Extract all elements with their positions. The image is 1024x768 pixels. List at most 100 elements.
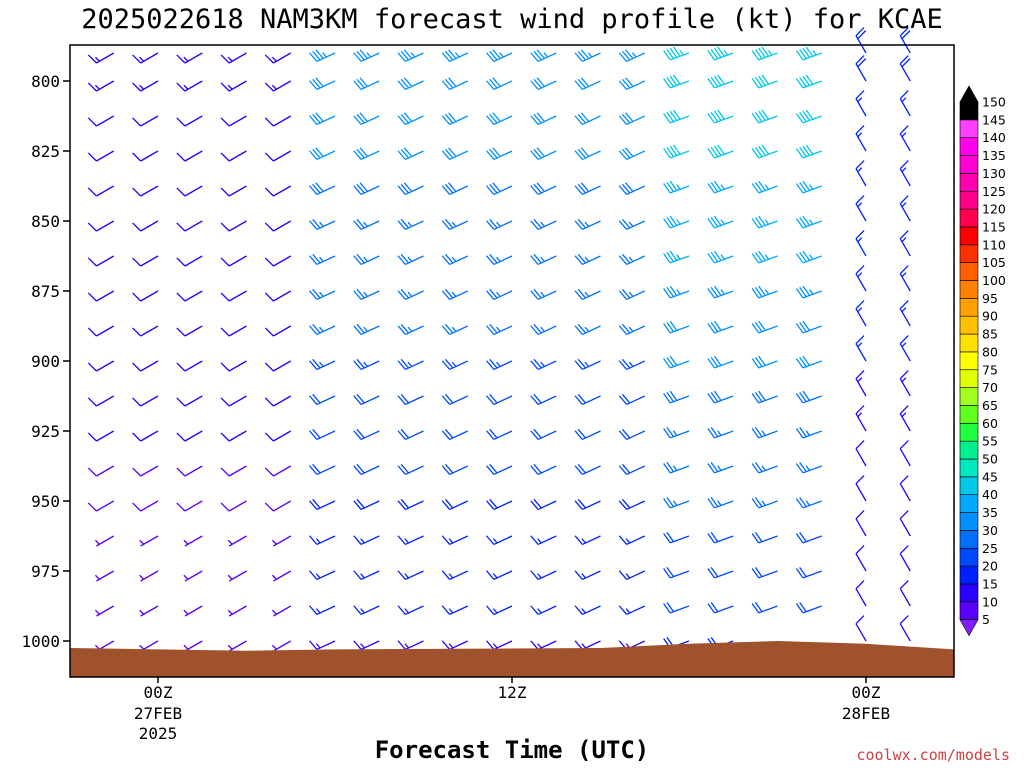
barb-shaft [228, 325, 247, 337]
barb-flag [441, 290, 451, 300]
barb-flag [717, 109, 725, 120]
wind-barb [707, 320, 734, 334]
wind-barb [751, 601, 778, 614]
barb-flag [264, 432, 274, 442]
barb-half-flag [676, 219, 681, 225]
barb-half-flag [540, 291, 545, 297]
wind-barb [87, 395, 115, 407]
barb-flag [444, 148, 454, 159]
wind-barb [574, 570, 601, 581]
wind-barb [899, 195, 911, 222]
color-scale-label: 105 [982, 255, 1006, 270]
barb-flag [87, 222, 97, 232]
color-scale-label: 65 [982, 398, 998, 413]
barb-half-flag [139, 574, 145, 580]
wind-barb [353, 535, 380, 546]
barb-flag [855, 615, 865, 625]
color-swatch [959, 422, 979, 442]
barb-flag [710, 146, 719, 158]
barb-flag [799, 111, 807, 123]
barb-flag [132, 292, 142, 302]
barb-shaft [273, 255, 292, 267]
wind-barb [397, 288, 424, 301]
barb-half-flag [537, 573, 542, 579]
barb-half-flag [717, 430, 722, 436]
barb-flag [663, 218, 671, 229]
wind-barb [353, 463, 380, 476]
wind-barb [899, 300, 911, 327]
wind-barb [94, 570, 115, 582]
barb-flag [353, 535, 362, 545]
wind-barb [486, 358, 513, 371]
barb-half-flag [319, 291, 324, 297]
barb-flag [574, 465, 583, 475]
wind-barb [309, 77, 336, 91]
color-scale-label: 115 [982, 219, 1006, 234]
barb-flag [663, 113, 671, 124]
wind-barb [132, 395, 159, 407]
barb-flag [356, 148, 365, 159]
wind-barb [176, 500, 203, 512]
barb-flag [400, 253, 410, 264]
barb-flag [899, 55, 909, 65]
barb-half-flag [94, 574, 100, 580]
wind-barb [397, 182, 424, 196]
barb-flag [899, 335, 909, 345]
barb-flag [220, 222, 230, 232]
wind-barb [441, 605, 469, 616]
barb-flag [264, 362, 274, 372]
barb-flag [264, 467, 274, 477]
barb-flag [309, 290, 318, 300]
barb-flag [444, 50, 454, 61]
barb-flag [625, 112, 634, 122]
barb-half-flag [676, 184, 681, 190]
barb-flag [533, 463, 542, 474]
wind-barb [220, 185, 247, 197]
barb-flag [486, 570, 495, 580]
barb-half-flag [315, 608, 321, 614]
y-tick-label: 875 [31, 282, 60, 301]
barb-flag [533, 358, 542, 369]
wind-barb [353, 218, 380, 231]
wind-barb [530, 428, 557, 441]
barb-flag [489, 323, 498, 334]
wind-barb [899, 580, 911, 607]
wind-barb [855, 300, 867, 327]
barb-shaft [140, 115, 159, 127]
barb-flag [315, 182, 324, 192]
barb-half-flag [587, 52, 593, 58]
barb-flag [87, 467, 97, 477]
wind-barb [441, 147, 469, 161]
barb-flag [618, 52, 628, 62]
barb-flag [356, 323, 365, 334]
barb-shaft [140, 500, 159, 512]
barb-flag [486, 80, 495, 90]
barb-flag [533, 113, 542, 124]
wind-barb [855, 265, 867, 292]
barb-half-flag [628, 221, 634, 227]
barb-flag [444, 218, 454, 229]
barb-flag [663, 603, 671, 614]
barb-flag [403, 112, 413, 122]
credit-text[interactable]: coolwx.com/models [856, 746, 1010, 764]
barb-half-flag [720, 289, 725, 295]
barb-flag [717, 144, 725, 155]
wind-barb [795, 46, 822, 61]
barb-flag [795, 428, 804, 439]
barb-flag [710, 321, 719, 333]
barb-flag [713, 180, 722, 191]
barb-flag [707, 463, 715, 474]
barb-half-flag [540, 361, 545, 367]
barb-flag [312, 358, 321, 369]
barb-flag [87, 117, 97, 127]
x-tick-date: 28FEB [842, 704, 890, 723]
barb-flag [799, 391, 807, 403]
barb-flag [663, 50, 671, 61]
wind-barb [220, 52, 247, 64]
wind-barb [795, 531, 822, 544]
barb-flag [621, 50, 631, 61]
barb-flag [621, 253, 631, 264]
barb-flag [264, 152, 274, 162]
chart-title: 2025022618 NAM3KM forecast wind profile … [81, 4, 943, 35]
barb-flag [176, 502, 186, 512]
